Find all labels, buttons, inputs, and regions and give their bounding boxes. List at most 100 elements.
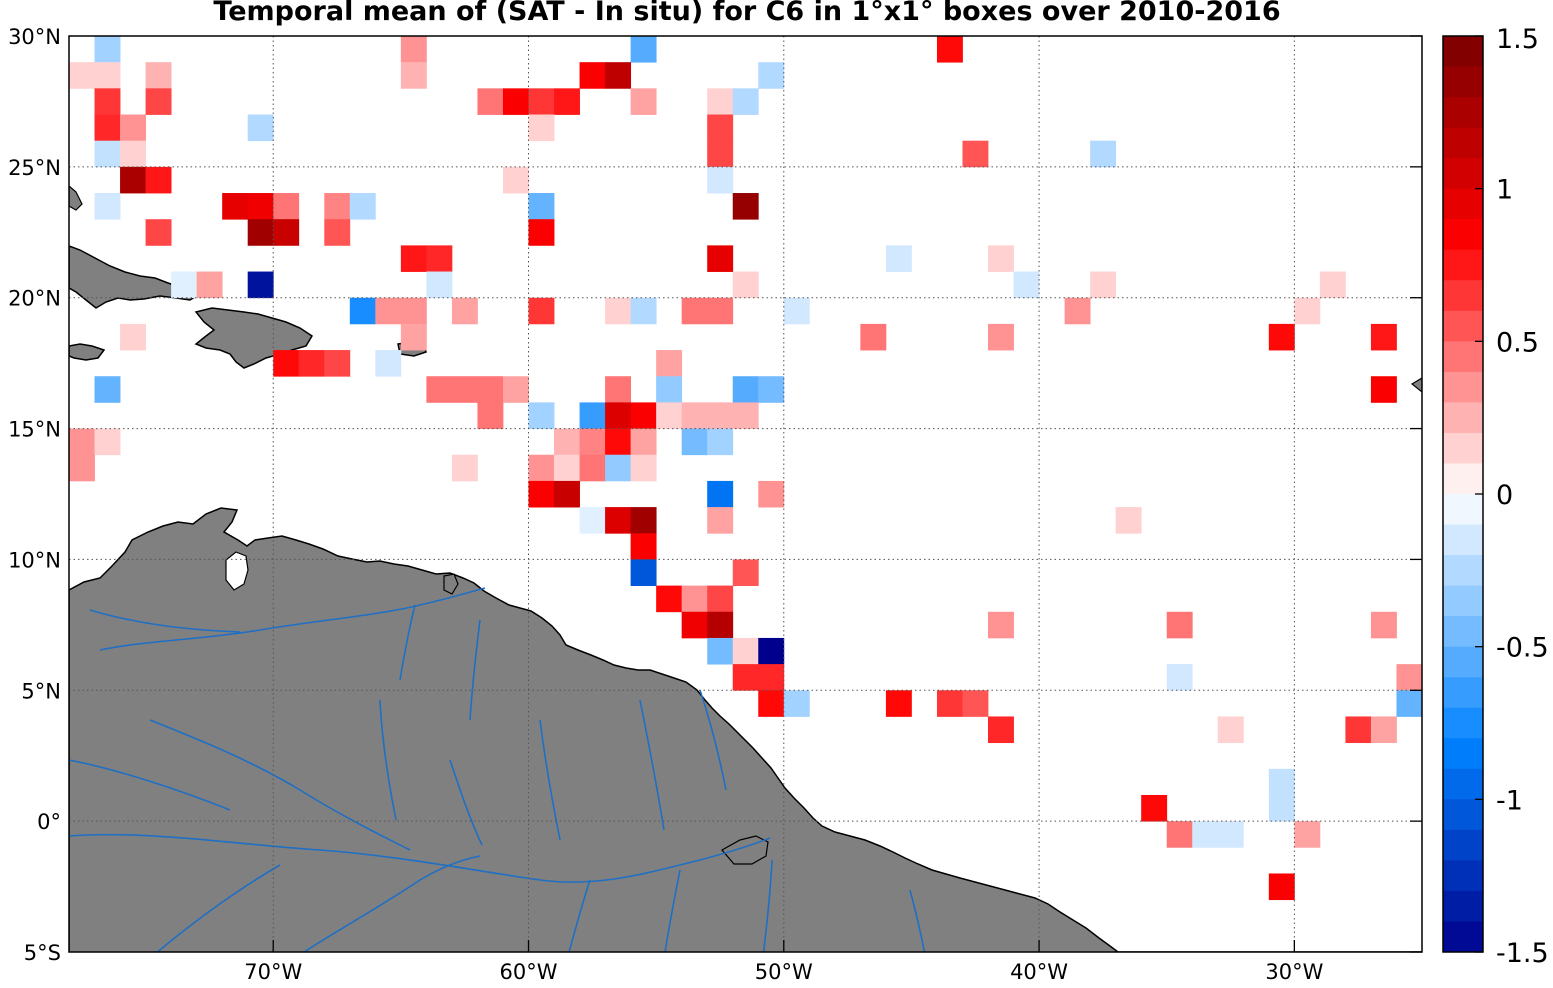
data-cell (758, 376, 785, 403)
colorbar-tick-label: 0 (1496, 480, 1513, 511)
colorbar-segment (1443, 616, 1483, 648)
colorbar-tick-label: 1 (1496, 175, 1513, 206)
colorbar-tick-label: 0.5 (1496, 327, 1539, 358)
colorbar-segment (1443, 677, 1483, 709)
data-cell (732, 193, 759, 220)
data-cell (681, 297, 708, 325)
data-cell (579, 454, 606, 482)
colorbar-segment (1443, 97, 1483, 129)
data-cell (94, 193, 121, 220)
data-cell (707, 114, 734, 142)
colorbar-segment (1443, 463, 1483, 495)
meta-river (89, 609, 241, 633)
data-cell (758, 637, 785, 665)
colorbar-segment (1443, 432, 1483, 464)
data-cell (477, 88, 504, 115)
uatuma-river (449, 759, 483, 846)
colorbar-segment (1443, 310, 1483, 342)
colorbar-segment (1443, 646, 1483, 678)
data-cell (94, 428, 121, 456)
data-cell (298, 350, 325, 377)
purus-river (156, 864, 281, 952)
data-cell (707, 166, 734, 194)
axis-ticks-layer: 70°W 60°W 50°W 40°W 30°W 30°N 25°N 20°N 15°N 10°N… (8, 25, 1422, 984)
data-cell (1319, 271, 1346, 299)
data-cell (145, 219, 172, 246)
data-cell (707, 611, 734, 639)
colorbar-segment (1443, 249, 1483, 281)
data-cell (247, 193, 274, 220)
y-tick-label: 15°N (8, 418, 61, 442)
data-cell (120, 166, 146, 194)
data-cell (1217, 821, 1244, 848)
data-cell (579, 402, 606, 429)
data-cell (1345, 716, 1372, 744)
data-cell (375, 350, 402, 377)
data-cell (69, 454, 95, 482)
data-cell (988, 716, 1014, 744)
colorbar-segment (1443, 280, 1483, 312)
data-cell (630, 533, 657, 560)
data-cell (222, 193, 249, 220)
parnaiba-river (909, 889, 926, 952)
data-cell (681, 428, 708, 456)
data-cell (94, 376, 121, 403)
data-cell (145, 62, 172, 89)
bahamas-edge (69, 185, 83, 211)
data-cells-layer (69, 36, 1423, 901)
data-cell (477, 376, 504, 403)
data-cell (477, 402, 504, 429)
colorbar-segment (1443, 707, 1483, 739)
data-cell (400, 36, 427, 63)
data-cell (1370, 376, 1397, 403)
colorbar-segment (1443, 585, 1483, 617)
amazon-river (69, 833, 771, 883)
data-cell (605, 428, 632, 456)
data-cell (349, 193, 376, 220)
colorbar-tick-label: -1 (1496, 785, 1523, 816)
y-tick-label: 5°S (24, 941, 61, 965)
data-cell (707, 245, 734, 272)
data-cell (605, 376, 632, 403)
data-cell (426, 376, 453, 403)
colorbar-segment (1443, 219, 1483, 251)
data-cell (1268, 794, 1295, 822)
oiapoque-river (699, 689, 727, 791)
data-cell (707, 88, 734, 115)
data-cell (324, 219, 351, 246)
data-cell (579, 62, 606, 89)
essequibo-river (469, 619, 481, 721)
colorbar-tick-label: -1.5 (1496, 938, 1549, 969)
data-cell (145, 88, 172, 115)
data-cell (630, 507, 657, 534)
data-cell (732, 402, 759, 429)
data-cell (94, 62, 121, 89)
data-cell (656, 376, 683, 403)
data-cell (681, 585, 708, 613)
data-cell (732, 664, 759, 691)
data-cell (554, 88, 580, 115)
colorbar-segment (1443, 341, 1483, 373)
madeira-river (302, 855, 481, 952)
data-cell (681, 611, 708, 639)
y-tick-label: 5°N (21, 679, 61, 703)
data-cell (528, 402, 555, 429)
data-cell (324, 193, 351, 220)
data-cell (732, 637, 759, 665)
jamaica-island (69, 343, 106, 361)
lake-maracaibo (225, 551, 249, 591)
data-cell (707, 402, 734, 429)
data-cell (1370, 323, 1397, 351)
data-cell (1268, 768, 1295, 796)
data-cell (1268, 323, 1295, 351)
data-cell (1013, 271, 1040, 299)
data-cell (502, 166, 529, 194)
data-cell (145, 166, 172, 194)
map-title: Temporal mean of (SAT - In situ) for C6 … (213, 0, 1281, 27)
data-cell (579, 428, 606, 456)
data-cell (605, 402, 632, 429)
data-cell (426, 271, 453, 299)
data-cell (94, 36, 121, 63)
data-cell (1166, 611, 1193, 639)
